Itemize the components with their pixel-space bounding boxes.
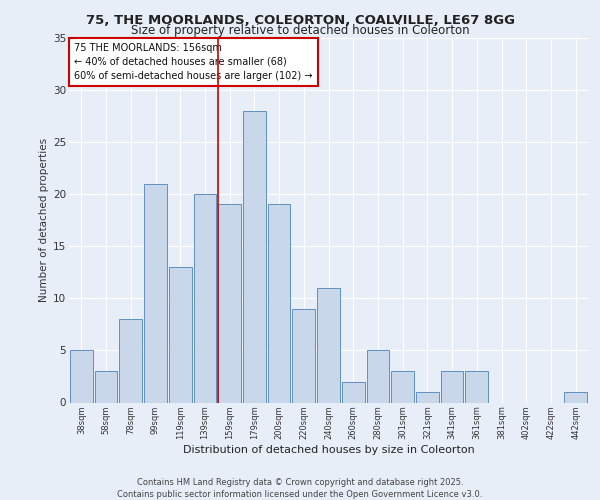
Bar (466, 371, 488, 402)
Bar (144, 184, 167, 402)
Text: 75, THE MOORLANDS, COLEORTON, COALVILLE, LE67 8GG: 75, THE MOORLANDS, COLEORTON, COALVILLE,… (86, 14, 515, 27)
Bar (268, 204, 290, 402)
Bar (416, 392, 439, 402)
Bar (564, 392, 587, 402)
Text: Contains HM Land Registry data © Crown copyright and database right 2025.
Contai: Contains HM Land Registry data © Crown c… (118, 478, 482, 499)
Bar (194, 194, 216, 402)
Bar (70, 350, 93, 403)
Bar (342, 382, 365, 402)
Bar (169, 267, 191, 402)
Bar (391, 371, 414, 402)
Text: Size of property relative to detached houses in Coleorton: Size of property relative to detached ho… (131, 24, 469, 37)
Bar (243, 110, 266, 403)
Bar (119, 319, 142, 402)
Bar (441, 371, 463, 402)
Y-axis label: Number of detached properties: Number of detached properties (39, 138, 49, 302)
Bar (317, 288, 340, 403)
Bar (292, 308, 315, 402)
Bar (367, 350, 389, 403)
Text: 75 THE MOORLANDS: 156sqm
← 40% of detached houses are smaller (68)
60% of semi-d: 75 THE MOORLANDS: 156sqm ← 40% of detach… (74, 43, 313, 81)
Bar (218, 204, 241, 402)
X-axis label: Distribution of detached houses by size in Coleorton: Distribution of detached houses by size … (182, 444, 475, 454)
Bar (95, 371, 118, 402)
